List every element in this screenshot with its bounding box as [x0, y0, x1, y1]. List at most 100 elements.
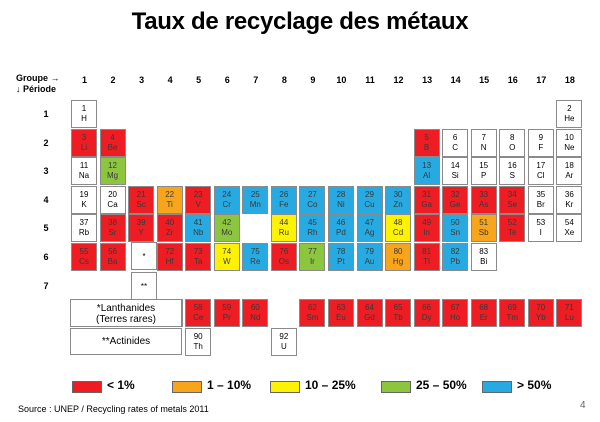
element-symbol: Au: [364, 257, 375, 266]
element-symbol: Ga: [421, 199, 432, 209]
element-cell: 59 Pr: [213, 299, 240, 327]
period-number: 6: [43, 252, 49, 262]
element-symbol: He: [564, 114, 575, 123]
atomic-number: 5: [424, 132, 429, 142]
element-cell: 41 Nb: [185, 214, 212, 243]
element-cell: 64 Gd: [356, 299, 383, 327]
element-cell: 32 Ge: [442, 185, 469, 214]
element-symbol: Mo: [221, 228, 233, 238]
element-cell: 40 Zr: [156, 214, 183, 243]
element-cell: 27 Co: [299, 185, 326, 214]
element-cell: 25 Mn: [242, 185, 269, 214]
group-number: 14: [450, 75, 461, 85]
element-cell: 38 Sr: [99, 214, 126, 243]
atomic-number: 54: [564, 218, 574, 228]
element-cell: 72 Hf: [156, 243, 183, 271]
element-symbol: N: [480, 142, 487, 152]
element-cell: 30 Zn: [385, 185, 412, 214]
element-cell: 92 U: [270, 328, 297, 356]
period-number: 1: [43, 109, 49, 119]
atomic-number: 17: [536, 161, 546, 171]
element-symbol: Pb: [450, 257, 461, 266]
element-symbol: Th: [193, 342, 203, 351]
element-symbol: Sm: [306, 313, 319, 322]
legend-swatch: [172, 381, 202, 393]
group-number: 2: [110, 75, 116, 85]
atomic-number: 44: [279, 218, 289, 228]
element-cell: 74 W: [213, 243, 240, 271]
element-symbol: Al: [423, 171, 431, 181]
atomic-number: 64: [365, 303, 374, 312]
element-symbol: Dy: [421, 313, 432, 322]
source-note: Source : UNEP / Recycling rates of metal…: [18, 404, 209, 414]
atomic-number: 1: [81, 104, 87, 113]
atomic-number: 65: [393, 303, 403, 312]
element-symbol: Gd: [364, 313, 375, 322]
period-number: 7: [43, 280, 49, 291]
atomic-number: 55: [79, 247, 89, 256]
element-cell: 66 Dy: [413, 299, 440, 327]
element-symbol: Hf: [165, 257, 174, 266]
group-number: 5: [196, 75, 202, 85]
element-cell: 14 Si: [442, 157, 469, 186]
atomic-number: 45: [307, 218, 317, 228]
group-number: 11: [365, 75, 375, 85]
element-symbol: Se: [507, 199, 518, 209]
atomic-number: 25: [250, 189, 260, 199]
group-number: 4: [167, 75, 173, 85]
element-symbol: Sn: [450, 228, 461, 238]
atomic-number: 26: [279, 189, 289, 199]
element-symbol: Nd: [250, 313, 261, 322]
atomic-number: 41: [193, 218, 203, 228]
element-cell: 60 Nd: [242, 299, 269, 327]
atomic-number: 77: [307, 247, 317, 256]
atomic-number: 11: [79, 161, 89, 171]
actinides-label: **Actinides: [70, 328, 182, 355]
atomic-number: 83: [479, 247, 489, 256]
element-cell: 34 Se: [499, 185, 526, 214]
element-cell: 79 Au: [356, 243, 383, 271]
element-symbol: K: [81, 199, 87, 209]
legend-label: 25 – 50%: [416, 378, 467, 392]
element-cell: 26 Fe: [270, 185, 297, 214]
atomic-number: 37: [79, 218, 89, 228]
element-cell: 39 Y: [128, 214, 155, 243]
element-cell: 35 Br: [527, 185, 554, 214]
element-symbol: Lu: [564, 313, 574, 322]
element-symbol: Sr: [108, 228, 117, 238]
group-number: 8: [281, 75, 287, 85]
atomic-number: 38: [108, 218, 117, 228]
group-number: 7: [253, 75, 259, 85]
element-cell: 47 Ag: [356, 214, 383, 243]
element-symbol: Y: [138, 228, 144, 238]
element-symbol: Ca: [107, 199, 118, 209]
element-cell: 75 Re: [242, 243, 269, 271]
group-number: 15: [479, 75, 490, 85]
atomic-number: 22: [165, 189, 175, 199]
element-symbol: Er: [479, 313, 488, 322]
element-symbol: Xe: [564, 228, 575, 238]
atomic-number: 39: [136, 218, 146, 228]
atomic-number: 34: [507, 189, 517, 199]
element-symbol: U: [280, 342, 287, 351]
element-symbol: Br: [536, 199, 545, 209]
page-title: Taux de recyclage des métaux: [131, 8, 469, 35]
atomic-number: 24: [222, 189, 232, 199]
element-symbol: Tm: [506, 313, 519, 322]
atomic-number: 19: [79, 189, 89, 199]
atomic-number: 32: [450, 189, 460, 199]
lanthanides-label: *Lanthanides (Terres rares): [70, 299, 182, 327]
element-symbol: Tl: [423, 257, 430, 266]
element-symbol: Kr: [565, 199, 574, 209]
period-number: 4: [43, 194, 49, 205]
period-number: 2: [43, 137, 49, 148]
legend-swatch: [482, 381, 512, 393]
atomic-number: 70: [536, 303, 546, 312]
element-symbol: Pd: [336, 228, 346, 238]
atomic-number: 18: [564, 161, 574, 171]
element-cell: 90 Th: [185, 328, 212, 356]
groupe-label: Groupe →: [16, 73, 60, 83]
atomic-number: 16: [507, 161, 517, 171]
